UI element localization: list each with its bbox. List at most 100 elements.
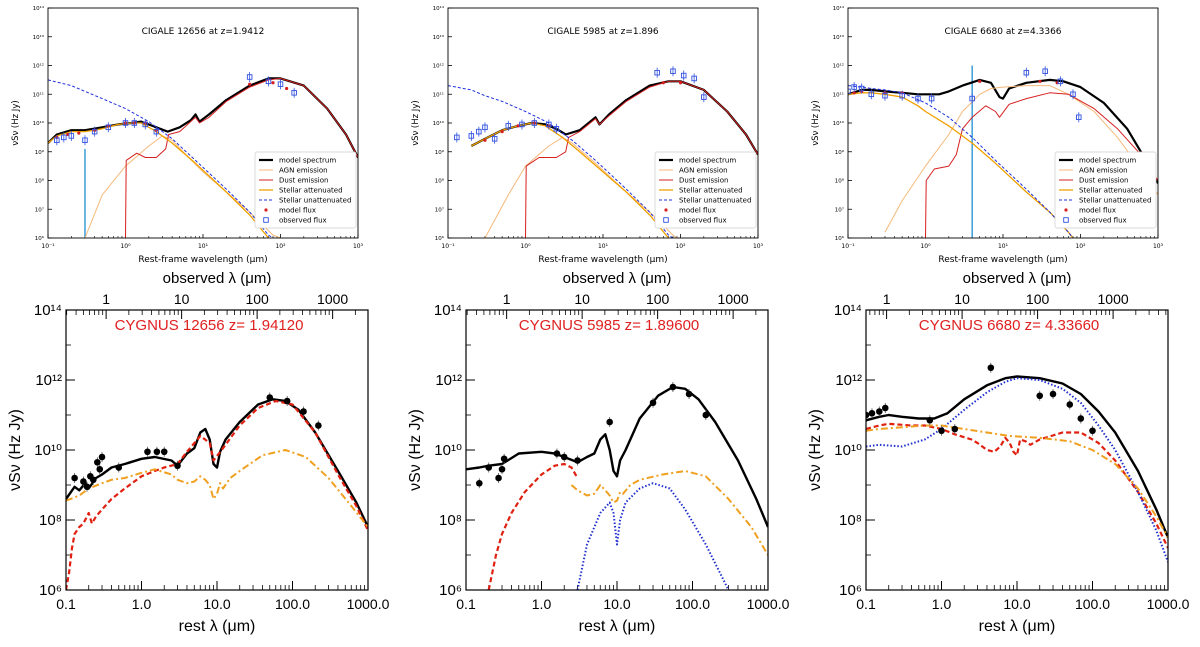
observed-point — [669, 383, 677, 391]
observed-flux-point — [454, 134, 460, 141]
y-tick-label: 10⁸ — [439, 512, 462, 529]
observed-flux-point — [1057, 78, 1064, 85]
legend-label: model flux — [1079, 207, 1116, 215]
x-tick-label: 100.0 — [275, 596, 310, 612]
legend-label: model spectrum — [279, 157, 336, 165]
observed-flux-point — [277, 81, 284, 87]
observed-flux-point — [519, 121, 525, 128]
observed-flux-point — [1023, 69, 1030, 76]
model-spectrum-line — [848, 78, 1158, 184]
y-tick-label: 10⁹ — [835, 149, 844, 156]
observed-flux-point — [654, 69, 660, 76]
observed-flux-point — [246, 74, 253, 80]
y-tick-label: 10¹² — [833, 63, 844, 70]
starburst-line — [866, 422, 1168, 549]
observed-point — [500, 455, 508, 463]
x-tick-label: 10.0 — [1003, 596, 1030, 612]
observed-flux-point — [546, 121, 552, 128]
observed-point — [94, 458, 101, 466]
cigale-panel-5985: 10⁻¹ 10⁰ 10¹ 10² 10³ 10⁶ 10⁷ 10⁸ 10⁹ 10¹⁰ 10¹¹ 10¹²… — [411, 5, 764, 265]
y-tick-label: 10¹⁰ — [434, 442, 462, 459]
y-tick-label: 10¹² — [435, 372, 462, 389]
y-tick-label: 10⁶ — [839, 582, 862, 599]
observed-point — [1089, 427, 1096, 435]
y-tick-label: 10¹⁴ — [834, 302, 862, 319]
total-model-line — [466, 385, 768, 528]
observed-flux-point — [1042, 68, 1048, 74]
observed-flux-point — [491, 136, 498, 142]
y-tick-label: 10¹³ — [833, 34, 844, 41]
chart-title: CYGNUS 5985 z= 1.89600 — [519, 317, 700, 334]
spheroidal-host-line — [866, 424, 1168, 538]
chart-title: CIGALE 12656 at z=1.9412 — [142, 27, 265, 37]
x2-tick-label: 1 — [883, 291, 891, 307]
x2-tick-label: 100 — [245, 291, 269, 307]
y-axis-label: νSν (Hz Jy) — [411, 100, 421, 145]
observed-point — [485, 464, 493, 471]
x-tick-label: 10⁰ — [920, 243, 931, 250]
y-tick-label: 10¹¹ — [833, 91, 844, 98]
y-tick-label: 10⁸ — [35, 178, 45, 185]
x-tick-label: 1000.0 — [747, 596, 790, 612]
model-flux-point — [483, 138, 487, 142]
y-tick-label: 10¹³ — [433, 34, 444, 41]
observed-point — [475, 479, 483, 487]
model-flux-point — [500, 130, 504, 134]
y-tick-label: 10⁶ — [435, 235, 445, 242]
legend-label: Stellar attenuated — [679, 187, 743, 195]
chart-title: CYGNUS 6680 z= 4.33660 — [919, 317, 1100, 334]
y-tick-label: 10¹¹ — [433, 91, 444, 98]
y-tick-label: 10⁹ — [35, 149, 44, 156]
y-tick-label: 10⁷ — [835, 206, 844, 213]
observed-point — [153, 448, 161, 456]
observed-flux-point — [61, 134, 67, 141]
model-flux-point — [678, 81, 683, 85]
y-axis-label: νSν (Hz Jy) — [7, 409, 24, 491]
y-tick-label: 10¹³ — [33, 34, 44, 41]
model-flux-point — [516, 124, 520, 128]
legend-label: model flux — [679, 207, 716, 215]
observed-point — [174, 462, 181, 470]
legend-label: Dust emission — [679, 177, 728, 185]
observed-point — [881, 404, 889, 412]
stellar-attenuated-line — [48, 122, 270, 238]
legend-swatch — [1063, 217, 1069, 223]
observed-point — [300, 408, 307, 415]
legend-label: AGN emission — [279, 167, 328, 175]
observed-flux-point — [105, 124, 112, 131]
plot-area — [66, 392, 368, 590]
model-flux-point — [248, 82, 252, 86]
y-tick-label: 10¹⁴ — [433, 5, 445, 12]
y-tick-label: 10¹⁴ — [434, 302, 462, 319]
model-flux-point — [271, 81, 275, 85]
observed-point — [649, 399, 657, 407]
observed-point — [71, 474, 78, 482]
observed-point — [1077, 415, 1085, 422]
plot-area — [848, 65, 1158, 238]
observed-flux-point — [701, 94, 707, 100]
cygnus-panel-12656: 0.1 1.0 10.0 100.0 1000.0 1 10 100 1000 10⁶ 10⁸ 10¹… — [7, 270, 390, 635]
legend-swatch — [663, 217, 669, 223]
y-tick-label: 10⁸ — [835, 178, 845, 185]
x2-tick-label: 1000 — [317, 291, 348, 307]
legend-box — [254, 151, 357, 229]
observed-flux-point — [131, 120, 138, 126]
x-tick-label: 100.0 — [675, 596, 710, 612]
legend-label: observed flux — [279, 217, 327, 225]
model-spectrum-line — [48, 77, 358, 159]
x-tick-label: 10⁻¹ — [41, 243, 55, 250]
observed-point — [160, 448, 168, 456]
x-tick-label: 1000.0 — [347, 596, 390, 612]
x-tick-label: 100.0 — [1075, 596, 1110, 612]
x-tick-label: 10² — [675, 243, 686, 250]
legend-label: Dust emission — [279, 177, 328, 185]
observed-point — [875, 408, 883, 415]
stellar-unattenuated-line — [448, 85, 674, 238]
observed-point — [560, 453, 568, 461]
legend-label: AGN emission — [679, 167, 728, 175]
x-axis-label: rest λ (μm) — [579, 618, 656, 635]
observed-flux-point — [91, 128, 98, 135]
cigale-panel-12656: 10⁻¹ 10⁰ 10¹ 10² 10³ 10⁶ 10⁷ 10⁸ 10⁹ 10¹⁰ 10¹¹ 10¹²… — [11, 5, 364, 265]
y-tick-label: 10⁷ — [35, 206, 44, 213]
observed-point — [266, 394, 274, 401]
